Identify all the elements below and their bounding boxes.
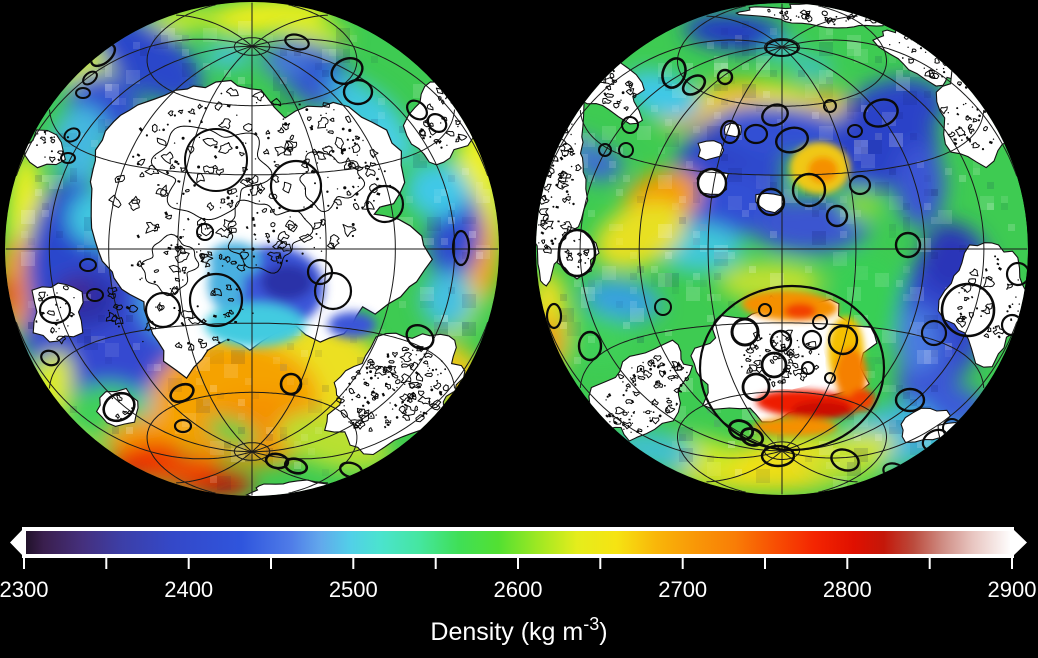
svg-text:2300: 2300 xyxy=(0,577,48,602)
svg-text:2700: 2700 xyxy=(658,577,707,602)
svg-text:2900: 2900 xyxy=(988,577,1037,602)
svg-text:Density (kg m-3): Density (kg m-3) xyxy=(430,614,607,646)
svg-text:2400: 2400 xyxy=(164,577,213,602)
svg-text:2600: 2600 xyxy=(494,577,543,602)
svg-text:2500: 2500 xyxy=(329,577,378,602)
svg-text:2800: 2800 xyxy=(823,577,872,602)
